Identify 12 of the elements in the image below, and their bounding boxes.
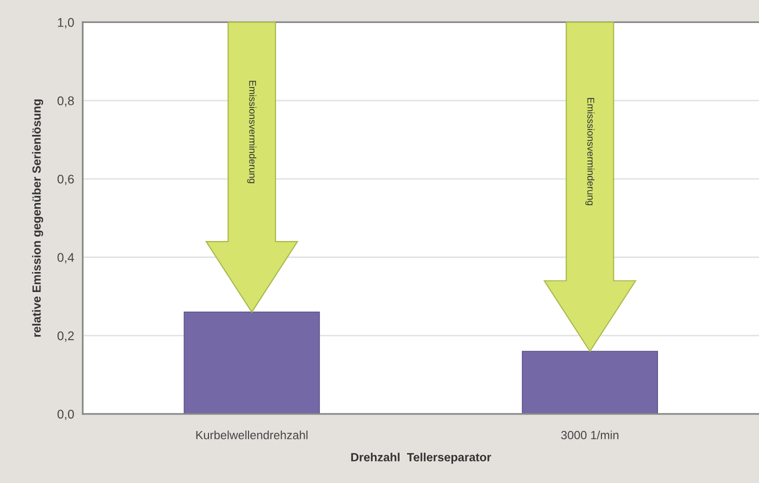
y-tick-label: 1,0 [58, 18, 74, 28]
x-axis-title: Drehzahl Tellerseparator [351, 452, 492, 464]
y-tick-label: 0,0 [58, 410, 74, 420]
y-tick-label: 0,6 [58, 174, 74, 186]
annotation: Emissionsverminderung [247, 80, 256, 184]
y-tick-label: 0,4 [58, 253, 74, 264]
annotation: Emisssionsverminderung [585, 98, 594, 206]
y-tick-label: 0,2 [58, 331, 74, 342]
y-axis-title: relative Emission gegenüber Serienlösung [32, 99, 44, 337]
x-tick-label: 3000 1/min [561, 430, 618, 440]
y-tick-label: 0,8 [58, 96, 74, 107]
x-tick-label: Kurbelwellendrehzahl [196, 430, 308, 440]
